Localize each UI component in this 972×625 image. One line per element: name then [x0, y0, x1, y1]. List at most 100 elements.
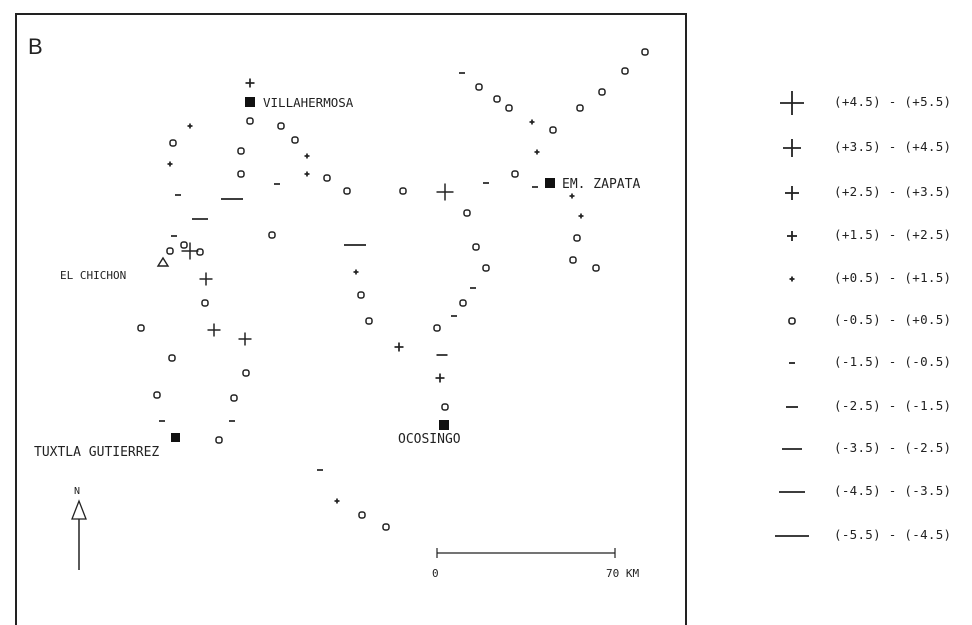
station-marker	[237, 170, 245, 178]
legend-range-label: (+0.5) - (+1.5)	[834, 270, 952, 285]
legend-item: (+1.5) - (+2.5)	[760, 221, 972, 251]
station-marker	[334, 498, 340, 504]
station-marker	[207, 323, 221, 337]
station-marker	[304, 153, 310, 159]
legend-symbol-icon	[786, 406, 798, 408]
station-marker	[304, 171, 310, 177]
station-marker	[493, 95, 501, 103]
station-marker	[592, 264, 600, 272]
station-marker	[475, 83, 483, 91]
station-marker	[621, 67, 629, 75]
station-marker	[199, 272, 213, 286]
legend-range-label: (+4.5) - (+5.5)	[834, 94, 952, 109]
station-marker	[459, 299, 467, 307]
station-marker	[137, 324, 145, 332]
panel-label: B	[28, 34, 43, 59]
city-label-villahermosa: VILLAHERMOSA	[263, 95, 354, 110]
station-marker	[230, 394, 238, 402]
station-marker	[436, 183, 454, 201]
city-label-ocosingo: OCOSINGO	[398, 432, 461, 447]
legend-symbol-icon	[789, 362, 795, 364]
north-arrow-label: N	[74, 486, 80, 497]
station-marker	[357, 291, 365, 299]
station-marker	[196, 248, 204, 256]
legend-item: (-3.5) - (-2.5)	[760, 434, 972, 464]
station-marker	[215, 436, 223, 444]
station-marker	[641, 48, 649, 56]
city-marker-ocosingo	[439, 420, 449, 430]
station-marker	[529, 119, 535, 125]
station-marker	[343, 187, 351, 195]
station-marker	[569, 193, 575, 199]
station-marker	[598, 88, 606, 96]
legend-range-label: (+2.5) - (+3.5)	[834, 184, 952, 199]
station-marker	[463, 209, 471, 217]
station-marker	[187, 123, 193, 129]
legend-range-label: (-1.5) - (-0.5)	[834, 354, 952, 369]
station-marker	[382, 523, 390, 531]
station-marker	[238, 332, 252, 346]
legend-symbol-icon	[782, 448, 802, 450]
station-marker	[358, 511, 366, 519]
city-label-em-zapata: EM. ZAPATA	[562, 177, 640, 192]
legend-item: (-1.5) - (-0.5)	[760, 348, 972, 378]
city-label-tuxtla-gutierrez: TUXTLA GUTIERREZ	[34, 445, 159, 460]
station-marker	[365, 317, 373, 325]
station-marker	[534, 149, 540, 155]
legend-range-label: (-5.5) - (-4.5)	[834, 527, 952, 542]
scale-bar	[436, 548, 616, 558]
legend-item: (-0.5) - (+0.5)	[760, 306, 972, 336]
station-marker	[246, 117, 254, 125]
legend-symbol-icon	[787, 231, 797, 241]
legend-symbol-icon	[789, 276, 795, 282]
legend-range-label: (+1.5) - (+2.5)	[834, 227, 952, 242]
station-marker	[399, 187, 407, 195]
station-marker	[569, 256, 577, 264]
station-marker	[291, 136, 299, 144]
legend-symbol-icon	[780, 91, 804, 115]
station-marker	[549, 126, 557, 134]
legend-item: (-4.5) - (-3.5)	[760, 477, 972, 507]
station-marker	[394, 342, 404, 352]
station-marker	[323, 174, 331, 182]
legend-item: (+3.5) - (+4.5)	[760, 133, 972, 163]
station-marker	[578, 213, 584, 219]
station-marker	[268, 231, 276, 239]
city-marker-em-zapata	[545, 178, 555, 188]
legend-item: (-5.5) - (-4.5)	[760, 521, 972, 551]
station-marker	[573, 234, 581, 242]
station-marker	[441, 403, 449, 411]
station-markers	[137, 48, 649, 531]
legend-item: (+0.5) - (+1.5)	[760, 264, 972, 294]
station-marker	[181, 242, 199, 260]
station-marker	[168, 354, 176, 362]
volcano-triangle-icon	[156, 256, 170, 267]
legend-item: (-2.5) - (-1.5)	[760, 392, 972, 422]
legend-symbol-icon	[775, 535, 809, 537]
legend-item: (+4.5) - (+5.5)	[760, 88, 972, 118]
legend-item: (+2.5) - (+3.5)	[760, 178, 972, 208]
scale-bar-end-label: 70 KM	[606, 567, 639, 580]
station-marker	[245, 78, 255, 88]
legend-range-label: (-0.5) - (+0.5)	[834, 312, 952, 327]
legend: (+4.5) - (+5.5) (+3.5) - (+4.5) (+2.5) - (…	[760, 88, 972, 548]
station-marker	[505, 104, 513, 112]
north-arrow-icon	[71, 499, 87, 570]
legend-range-label: (+3.5) - (+4.5)	[834, 139, 952, 154]
station-marker	[169, 139, 177, 147]
station-marker	[180, 241, 188, 249]
station-marker	[277, 122, 285, 130]
legend-symbol-icon	[779, 491, 805, 493]
volcano-label: EL CHICHON	[60, 269, 126, 282]
station-marker	[237, 147, 245, 155]
legend-symbol-icon	[785, 186, 799, 200]
station-marker	[167, 161, 173, 167]
station-marker	[166, 247, 174, 255]
station-marker	[433, 324, 441, 332]
station-marker	[576, 104, 584, 112]
legend-range-label: (-3.5) - (-2.5)	[834, 440, 952, 455]
station-marker	[482, 264, 490, 272]
legend-range-label: (-4.5) - (-3.5)	[834, 483, 952, 498]
legend-symbol-icon	[788, 317, 796, 325]
